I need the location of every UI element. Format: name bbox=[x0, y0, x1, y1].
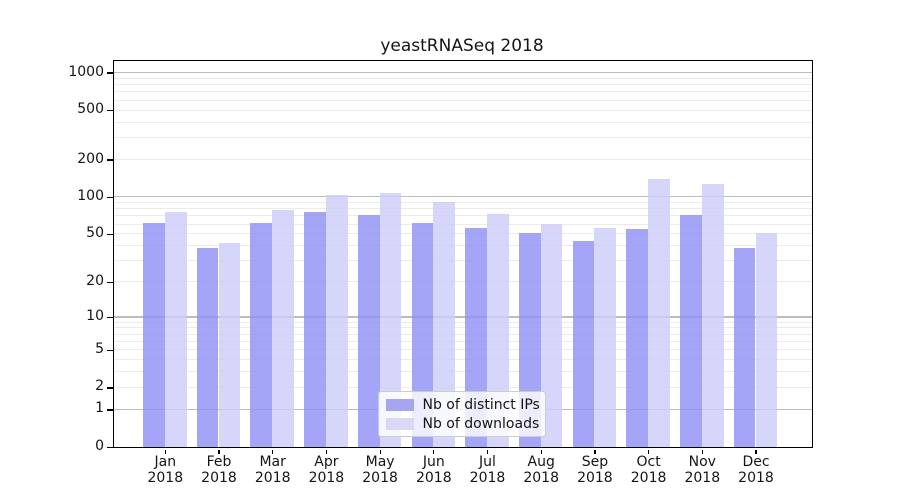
legend-label-downloads: Nb of downloads bbox=[422, 415, 540, 432]
x-tick-mark bbox=[594, 449, 596, 454]
y-tick-mark bbox=[107, 281, 113, 284]
x-tick-year: 2018 bbox=[147, 469, 184, 486]
minor-gridline bbox=[114, 159, 812, 161]
y-tick-mark bbox=[107, 159, 113, 161]
minor-gridline bbox=[114, 84, 812, 86]
y-tick-mark bbox=[107, 233, 113, 236]
minor-gridline bbox=[114, 121, 812, 123]
y-tick-label: 50 bbox=[86, 224, 104, 241]
legend-item-downloads: Nb of downloads bbox=[385, 415, 540, 432]
y-tick-label: 1000 bbox=[68, 63, 104, 80]
bar-downloads-apr bbox=[325, 195, 348, 447]
bar-ips-jan bbox=[143, 223, 165, 447]
bar-downloads-nov bbox=[701, 184, 724, 447]
chart-title: yeastRNASeq 2018 bbox=[380, 36, 544, 56]
x-tick-label: Oct 2018 bbox=[617, 454, 681, 486]
y-tick-label: 10 bbox=[86, 308, 104, 325]
x-tick-label: Dec 2018 bbox=[724, 454, 788, 486]
legend-label-distinct-ips: Nb of distinct IPs bbox=[422, 396, 540, 413]
y-tick-label: 2 bbox=[95, 378, 104, 395]
y-tick-label: 20 bbox=[86, 272, 104, 289]
x-tick-mark bbox=[379, 449, 381, 454]
x-tick-year: 2018 bbox=[415, 469, 452, 486]
x-tick-label: Nov 2018 bbox=[670, 454, 734, 486]
bar-ips-dec bbox=[733, 248, 756, 447]
minor-gridline bbox=[114, 137, 812, 139]
x-tick-label: Apr 2018 bbox=[294, 454, 358, 486]
bar-ips-apr bbox=[304, 212, 326, 447]
x-tick-mark bbox=[486, 449, 489, 454]
x-tick-label: Jan 2018 bbox=[133, 454, 197, 486]
y-tick-label: 5 bbox=[95, 340, 104, 357]
minor-gridline bbox=[114, 99, 812, 101]
bar-downloads-dec bbox=[755, 232, 778, 447]
y-tick-label: 500 bbox=[77, 101, 104, 118]
x-tick-mark bbox=[648, 449, 650, 454]
x-tick-mark bbox=[325, 449, 328, 454]
bar-ips-oct bbox=[626, 228, 649, 447]
bar-downloads-oct bbox=[648, 179, 670, 447]
y-tick-mark bbox=[107, 409, 113, 411]
x-tick-label: Feb 2018 bbox=[187, 454, 251, 486]
bar-ips-nov bbox=[680, 215, 702, 447]
bar-downloads-feb bbox=[218, 243, 241, 447]
x-tick-year: 2018 bbox=[630, 469, 667, 486]
y-tick-mark bbox=[107, 446, 113, 449]
bar-downloads-may bbox=[379, 193, 402, 447]
x-tick-mark bbox=[218, 449, 220, 454]
bar-ips-feb bbox=[196, 248, 219, 447]
x-tick-year: 2018 bbox=[362, 469, 398, 486]
y-tick-mark bbox=[107, 387, 113, 389]
x-tick-year: 2018 bbox=[201, 469, 237, 486]
y-tick-label: 200 bbox=[77, 150, 104, 167]
bar-ips-sep bbox=[572, 240, 595, 447]
bar-downloads-mar bbox=[272, 209, 294, 447]
bar-downloads-jan bbox=[164, 212, 187, 447]
x-tick-year: 2018 bbox=[254, 469, 291, 486]
x-tick-year: 2018 bbox=[469, 469, 506, 486]
bar-downloads-jun bbox=[433, 201, 456, 447]
legend-swatch-downloads bbox=[385, 417, 414, 430]
legend-swatch-distinct-ips bbox=[385, 398, 414, 411]
x-tick-year: 2018 bbox=[523, 469, 559, 486]
bar-ips-mar bbox=[250, 223, 273, 447]
x-tick-year: 2018 bbox=[738, 469, 774, 486]
bar-downloads-aug bbox=[540, 224, 563, 447]
x-tick-mark bbox=[701, 449, 703, 454]
minor-gridline bbox=[114, 77, 812, 79]
x-tick-mark bbox=[540, 449, 542, 454]
bar-ips-may bbox=[357, 215, 380, 447]
x-tick-mark bbox=[755, 449, 757, 454]
x-tick-label: May 2018 bbox=[348, 454, 412, 486]
minor-gridline bbox=[114, 91, 812, 93]
legend: Nb of distinct IPs Nb of downloads bbox=[377, 391, 546, 437]
x-tick-label: Sep 2018 bbox=[563, 454, 627, 486]
y-tick-label: 1 bbox=[95, 400, 104, 417]
bar-downloads-sep bbox=[594, 227, 617, 447]
x-tick-year: 2018 bbox=[684, 469, 721, 486]
y-tick-mark bbox=[107, 196, 113, 199]
minor-gridline bbox=[114, 109, 812, 111]
y-tick-label: 0 bbox=[95, 438, 104, 454]
x-tick-label: Mar 2018 bbox=[241, 454, 305, 486]
x-tick-year: 2018 bbox=[308, 469, 345, 486]
y-tick-label: 100 bbox=[77, 187, 104, 204]
x-tick-year: 2018 bbox=[577, 469, 613, 486]
x-tick-label: Jul 2018 bbox=[456, 454, 520, 486]
bar-downloads-jul bbox=[487, 214, 509, 447]
y-tick-mark bbox=[107, 109, 113, 112]
y-tick-mark bbox=[107, 349, 113, 352]
plot-area: Nb of distinct IPs Nb of downloads bbox=[113, 60, 813, 448]
x-tick-label: Aug 2018 bbox=[509, 454, 573, 486]
x-tick-label: Jun 2018 bbox=[402, 454, 466, 486]
x-tick-mark bbox=[433, 449, 435, 454]
x-tick-mark bbox=[272, 449, 274, 454]
legend-item-distinct-ips: Nb of distinct IPs bbox=[385, 396, 540, 413]
x-tick-mark bbox=[164, 449, 166, 454]
y-tick-mark bbox=[107, 316, 113, 319]
y-tick-mark bbox=[107, 72, 113, 74]
major-gridline bbox=[114, 71, 812, 74]
